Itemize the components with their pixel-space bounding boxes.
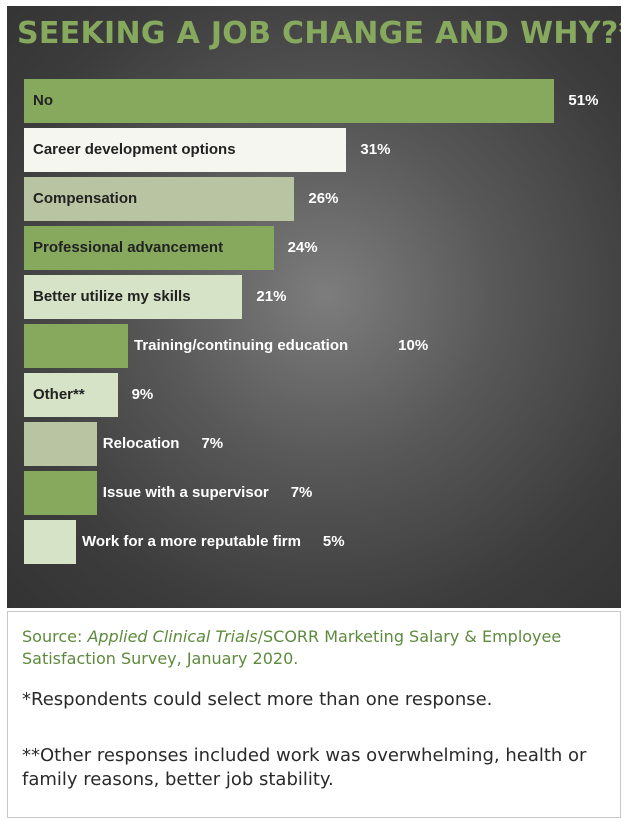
source-rest: /SCORR Marketing Salary & Employee Satis… xyxy=(22,627,562,668)
bar-issue-with-a-supervisor xyxy=(24,471,97,515)
source-publication: Applied Clinical Trials xyxy=(87,627,258,646)
bar-work-for-a-more-reputable-firm xyxy=(24,520,76,564)
value-label-issue-with-a-supervisor: 7% xyxy=(290,484,313,501)
category-label-no: No xyxy=(33,92,53,109)
value-label-career-development-options: 31% xyxy=(360,141,391,158)
bar-better-utilize-my-skills xyxy=(24,275,243,319)
bar-compensation xyxy=(24,177,295,221)
chart-footer: Source: Applied Clinical Trials/SCORR Ma… xyxy=(7,611,621,818)
value-label-training-continuing-education: 10% xyxy=(398,337,429,354)
category-label-compensation: Compensation xyxy=(33,190,138,207)
value-label-relocation: 7% xyxy=(201,435,224,452)
category-label-career-development-options: Career development options xyxy=(33,141,236,158)
category-label-issue-with-a-supervisor: Issue with a supervisor xyxy=(102,484,269,501)
source-prefix: Source: xyxy=(22,627,88,646)
chart-title: SEEKING A JOB CHANGE AND WHY?* xyxy=(17,16,621,51)
category-label-work-for-a-more-reputable-firm: Work for a more reputable firm xyxy=(82,533,301,550)
category-label-relocation: Relocation xyxy=(102,435,180,452)
bar-no xyxy=(24,79,555,123)
bar-relocation xyxy=(24,422,97,466)
value-label-better-utilize-my-skills: 21% xyxy=(256,288,287,305)
chart-panel: SEEKING A JOB CHANGE AND WHY?* No 51% Care… xyxy=(7,6,621,608)
category-label-other: Other** xyxy=(33,386,85,403)
bar-professional-advancement xyxy=(24,226,274,270)
category-label-training-continuing-education: Training/continuing education xyxy=(134,337,349,354)
bar-career-development-options xyxy=(24,128,347,172)
bar-training-continuing-education xyxy=(24,324,128,368)
category-label-better-utilize-my-skills: Better utilize my skills xyxy=(33,288,191,305)
bar-other xyxy=(24,373,118,417)
value-label-work-for-a-more-reputable-firm: 5% xyxy=(322,533,345,550)
value-label-no: 51% xyxy=(568,92,599,109)
value-label-other: 9% xyxy=(131,386,154,403)
category-label-professional-advancement: Professional advancement xyxy=(33,239,224,256)
value-label-professional-advancement: 24% xyxy=(287,239,318,256)
source-line: Source: Applied Clinical Trials/SCORR Ma… xyxy=(22,626,612,670)
footnote-other-responses: **Other responses included work was over… xyxy=(22,745,587,790)
footnote-multiple-responses: *Respondents could select more than one … xyxy=(22,689,493,710)
value-label-compensation: 26% xyxy=(308,190,339,207)
